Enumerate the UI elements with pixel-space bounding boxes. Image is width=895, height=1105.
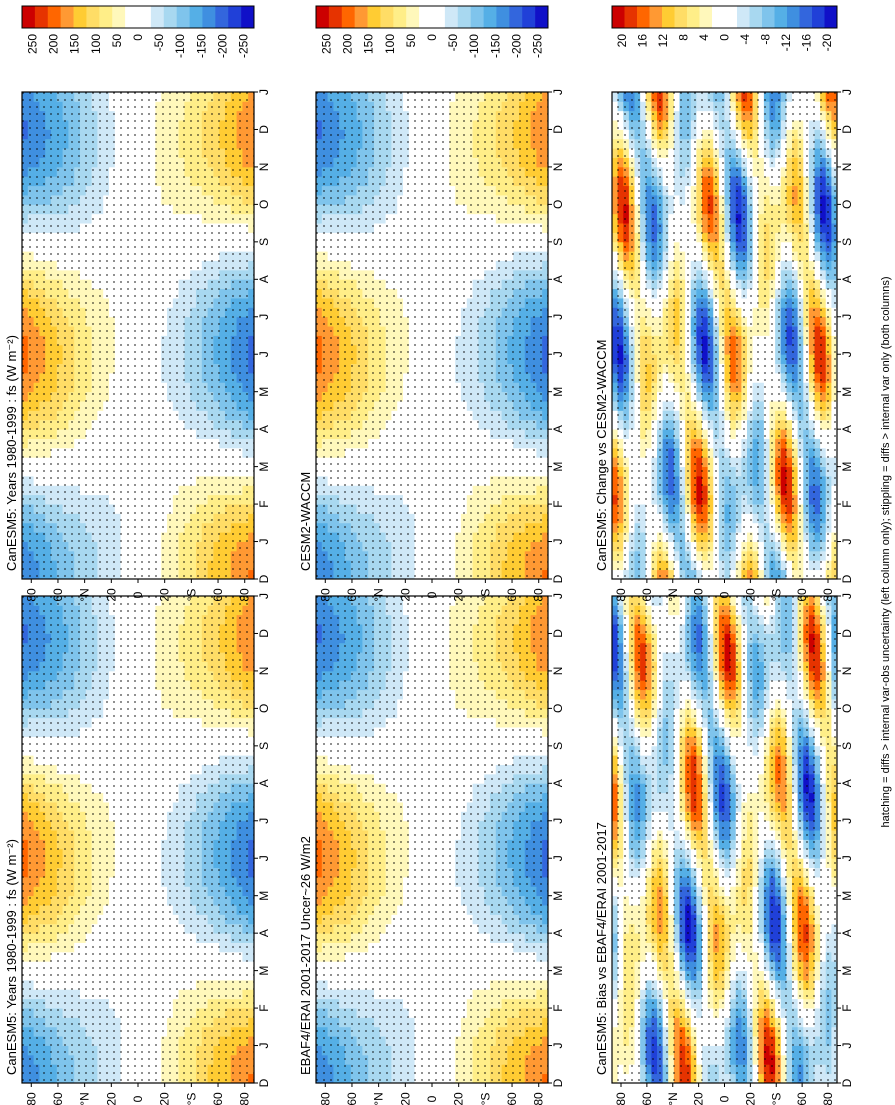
- month-tick-label: D: [257, 574, 271, 583]
- month-tick-label: D: [257, 125, 271, 134]
- colorbar-label: -200: [215, 34, 229, 58]
- panel-title: CanESM5: Years 1980-1999 : fs (W m⁻²): [4, 839, 19, 1075]
- colorbar-label: 100: [89, 34, 103, 54]
- month-tick-label: D: [257, 1078, 271, 1087]
- lat-tick-label: °S: [184, 589, 198, 602]
- lat-tick-label: °S: [184, 1093, 198, 1105]
- colorbar-swatch: [34, 6, 49, 28]
- colorbar-label: -150: [194, 34, 208, 58]
- month-tick-label: J: [257, 89, 271, 95]
- lat-tick-label: °N: [78, 1092, 92, 1105]
- lat-tick-label: 60: [51, 1092, 65, 1105]
- colorbar-label: 250: [26, 34, 40, 54]
- colorbar-swatch: [99, 6, 113, 28]
- month-tick-label: J: [257, 351, 271, 357]
- lat-tick-label: 0: [131, 1095, 145, 1102]
- month-tick-label: J: [257, 314, 271, 320]
- month-tick-label: F: [257, 500, 271, 507]
- panel-title: CanESM5: Years 1980-1999 : fs (W m⁻²): [4, 335, 19, 571]
- lat-tick-label: 20: [104, 1092, 118, 1105]
- month-tick-label: M: [257, 387, 271, 397]
- month-tick-label: J: [257, 539, 271, 545]
- colorbar-swatch: [138, 6, 152, 28]
- lat-tick-label: 0: [131, 591, 145, 598]
- month-tick-label: J: [257, 593, 271, 599]
- month-tick-label: J: [257, 855, 271, 861]
- lat-tick-label: 60: [51, 588, 65, 602]
- colorbar-swatch: [215, 6, 229, 28]
- lat-tick-label: 80: [238, 1092, 252, 1105]
- month-tick-label: A: [257, 275, 271, 283]
- month-tick-label: J: [257, 1043, 271, 1049]
- colorbar-swatch: [150, 6, 165, 28]
- lat-tick-label: 20: [158, 588, 172, 602]
- month-tick-label: M: [257, 966, 271, 976]
- lat-tick-label: 80: [238, 588, 252, 602]
- month-tick-label: A: [257, 425, 271, 433]
- lat-tick-label: °N: [78, 588, 92, 601]
- month-tick-label: J: [257, 818, 271, 824]
- colorbar-swatch: [60, 6, 74, 28]
- colorbar-label: -50: [152, 34, 166, 52]
- colorbar-swatch: [228, 6, 242, 28]
- stipple-overlay: [22, 596, 254, 1083]
- lat-tick-label: 80: [24, 588, 38, 602]
- colorbar-swatch: [163, 6, 177, 28]
- month-tick-label: O: [257, 200, 271, 209]
- colorbar-swatch: [86, 6, 100, 28]
- colorbar-swatch: [125, 6, 139, 28]
- colorbar-swatch: [176, 6, 190, 28]
- stipple-overlay: [22, 92, 254, 579]
- month-tick-label: S: [257, 238, 271, 246]
- month-tick-label: N: [257, 667, 271, 676]
- colorbar-swatch: [22, 6, 36, 28]
- lat-tick-label: 60: [211, 1092, 225, 1105]
- lat-tick-label: 20: [158, 1092, 172, 1105]
- colorbar: 250 200 150 100 50 0 -50 -100 -150 -200 -250: [21, 5, 255, 58]
- colorbar-label: 50: [110, 34, 124, 48]
- colorbar-swatch: [189, 6, 203, 28]
- colorbar-frame: [21, 5, 255, 29]
- month-tick-label: A: [257, 929, 271, 937]
- colorbar-swatch: [47, 6, 61, 28]
- month-tick-label: S: [257, 742, 271, 750]
- colorbar-label: -100: [173, 34, 187, 58]
- month-tick-label: M: [257, 462, 271, 472]
- month-tick-label: O: [257, 704, 271, 713]
- panel-p1: D J F M A M J J A S O N D J 80 60 °N 20 0 20 °S 60 80 CanESM5: …: [4, 509, 271, 1105]
- colorbar-label: 200: [47, 34, 61, 54]
- colorbar-swatch: [112, 6, 126, 28]
- lat-tick-label: 80: [24, 1092, 38, 1105]
- month-tick-label: D: [257, 629, 271, 638]
- month-tick-label: N: [257, 163, 271, 172]
- colorbar-swatch: [202, 6, 216, 28]
- colorbar-label: 150: [68, 34, 82, 54]
- colorbar-label: -250: [236, 34, 250, 58]
- colorbar-label: 0: [131, 34, 145, 41]
- colorbar-swatch: [241, 6, 255, 28]
- month-tick-label: M: [257, 891, 271, 901]
- lat-tick-label: 60: [211, 588, 225, 602]
- month-tick-label: F: [257, 1004, 271, 1011]
- colorbar-swatch: [73, 6, 87, 28]
- lat-tick-label: 20: [104, 588, 118, 602]
- month-tick-label: A: [257, 779, 271, 787]
